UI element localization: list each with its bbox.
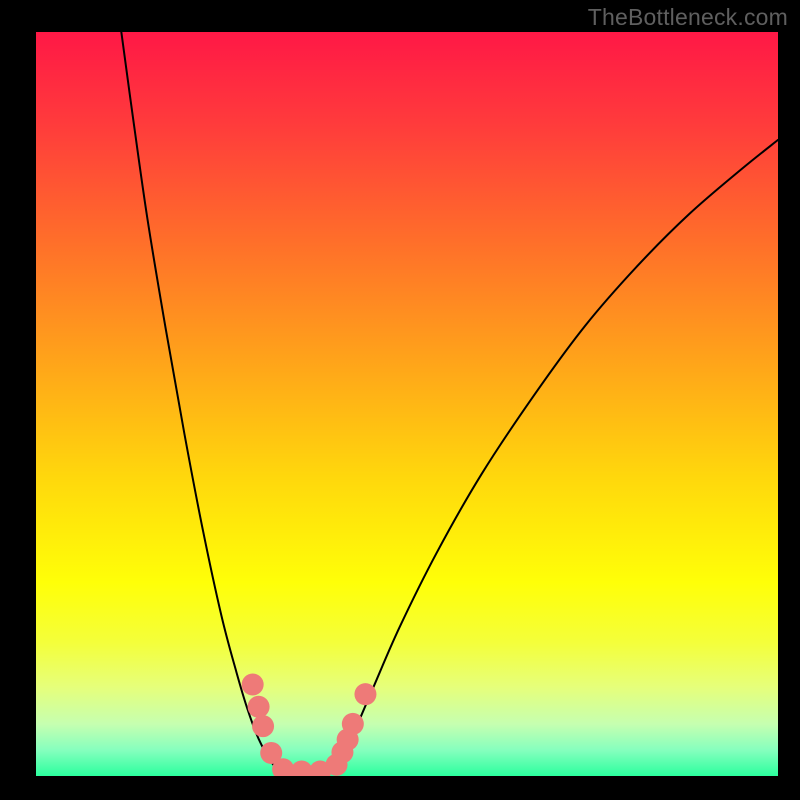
data-point [248,696,270,718]
data-point [252,715,274,737]
data-point [242,673,264,695]
data-point [354,683,376,705]
chart-stage: TheBottleneck.com [0,0,800,800]
bottleneck-chart [0,0,800,800]
watermark-text: TheBottleneck.com [588,4,788,31]
plot-background [36,32,778,776]
data-point [342,713,364,735]
